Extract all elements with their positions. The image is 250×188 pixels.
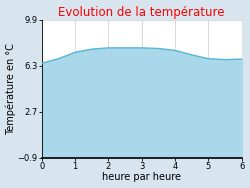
X-axis label: heure par heure: heure par heure <box>102 172 181 182</box>
Title: Evolution de la température: Evolution de la température <box>58 6 225 19</box>
Y-axis label: Température en °C: Température en °C <box>6 43 16 135</box>
